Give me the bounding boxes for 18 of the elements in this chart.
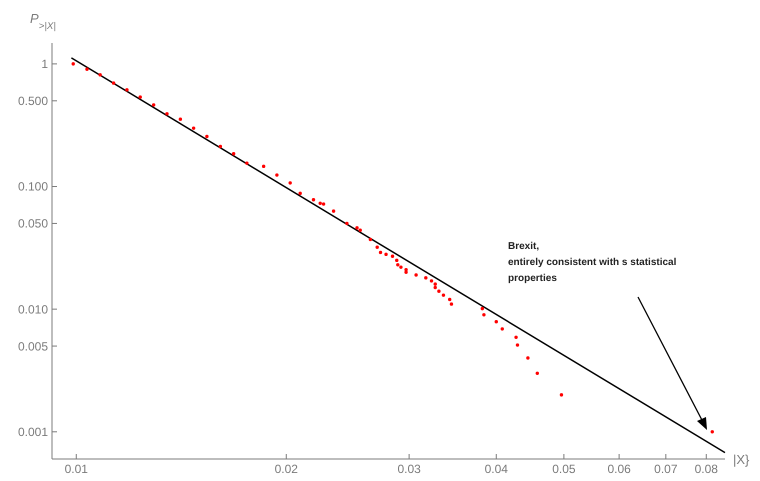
y-axis-title: P$_{>|X|}$ <box>30 11 56 32</box>
y-tick-label: 0.050 <box>18 216 48 231</box>
x-axis-title: |X} <box>733 452 750 467</box>
annotation: Brexit, entirely consistent with s statistical properties <box>508 241 677 284</box>
x-tick-label: 0.05 <box>552 462 576 476</box>
y-tick-label: 0.500 <box>18 94 48 108</box>
y-tick-label: 0.001 <box>18 424 48 439</box>
x-tick-label: 0.04 <box>484 462 508 476</box>
y-tick-label: 1 <box>41 57 48 72</box>
y-tick-label: 0.010 <box>18 302 48 316</box>
x-tick-label: 0.08 <box>694 462 718 476</box>
y-tick-label: 0.100 <box>18 180 48 194</box>
x-tick-label: 0.01 <box>64 462 88 476</box>
x-tick-label: 0.06 <box>607 462 632 476</box>
x-tick-label: 0.02 <box>274 462 298 476</box>
x-tick-label: 0.03 <box>397 462 422 476</box>
x-tick-label: 0.07 <box>654 462 678 476</box>
y-tick-label: 0.005 <box>18 339 48 354</box>
